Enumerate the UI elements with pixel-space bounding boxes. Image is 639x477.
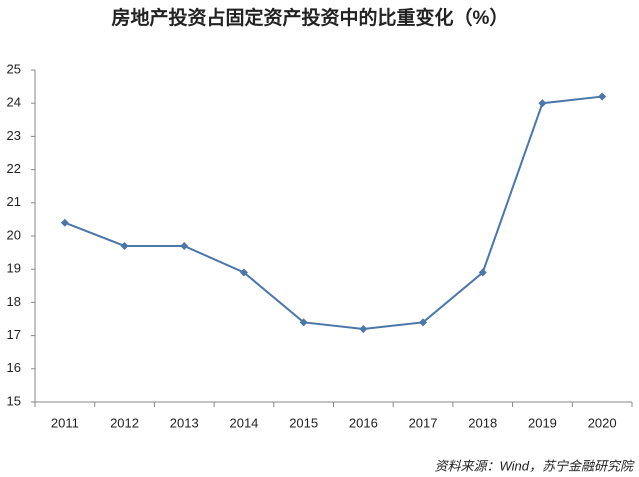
- data-point: [239, 268, 248, 277]
- y-tick-label: 17: [7, 327, 21, 342]
- y-tick-label: 21: [7, 194, 21, 209]
- data-point: [60, 218, 69, 227]
- y-tick-label: 19: [7, 261, 21, 276]
- data-point: [478, 268, 487, 277]
- data-point: [180, 241, 189, 250]
- x-tick-label: 2015: [289, 415, 318, 430]
- data-point: [120, 241, 129, 250]
- y-tick-label: 16: [7, 360, 21, 375]
- y-tick-label: 18: [7, 294, 21, 309]
- data-line: [64, 95, 603, 330]
- y-tick-label: 15: [7, 393, 21, 408]
- data-point: [538, 99, 547, 108]
- x-tick-label: 2014: [229, 415, 258, 430]
- x-tick-label: 2016: [349, 415, 378, 430]
- x-tick-label: 2019: [528, 415, 557, 430]
- data-point: [299, 318, 308, 327]
- x-tick-label: 2020: [588, 415, 617, 430]
- x-tick-label: 2012: [110, 415, 139, 430]
- source-note: 资料来源：Wind，苏宁金融研究院: [434, 458, 635, 473]
- x-tick-label: 2013: [170, 415, 199, 430]
- y-tick-label: 25: [7, 61, 21, 76]
- y-tick-label: 24: [7, 95, 21, 110]
- y-tick-label: 23: [7, 128, 21, 143]
- x-tick-label: 2018: [468, 415, 497, 430]
- x-tick-label: 2011: [51, 415, 79, 430]
- y-tick-label: 22: [7, 161, 21, 176]
- data-point: [598, 92, 607, 101]
- chart-title: 房地产投资占固定资产投资中的比重变化（%）: [112, 6, 509, 29]
- data-point: [419, 318, 428, 327]
- y-tick-label: 20: [7, 227, 21, 242]
- data-point: [359, 324, 368, 333]
- x-tick-label: 2017: [409, 415, 438, 430]
